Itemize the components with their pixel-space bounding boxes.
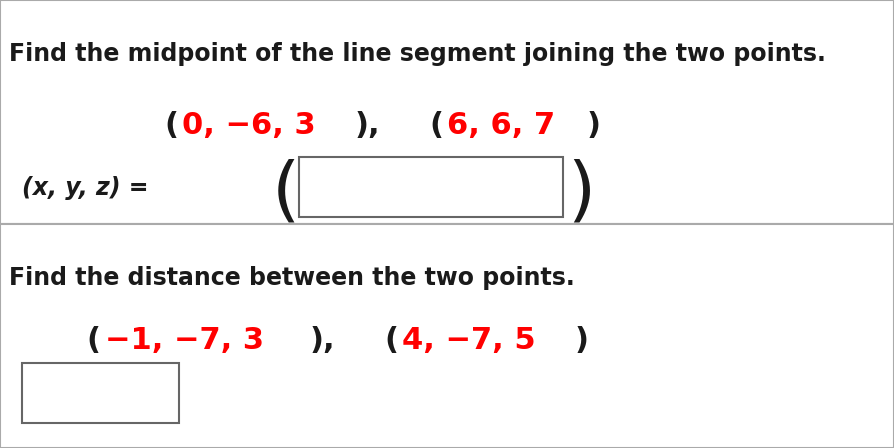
Text: (: ( <box>164 111 178 140</box>
Bar <box>0 0 894 224</box>
Text: ): ) <box>586 111 601 140</box>
Text: ): ) <box>567 158 595 227</box>
Text: −1, −7, 3: −1, −7, 3 <box>105 326 264 355</box>
Text: (: ( <box>87 326 101 355</box>
Text: (x, y, z) =: (x, y, z) = <box>22 176 148 200</box>
Text: 6, 6, 7: 6, 6, 7 <box>447 111 555 140</box>
Text: (: ( <box>429 111 443 140</box>
Text: (: ( <box>384 326 398 355</box>
Text: (: ( <box>272 158 300 227</box>
Bar <box>22 363 179 423</box>
Text: ),: ), <box>355 111 380 140</box>
Text: Find the midpoint of the line segment joining the two points.: Find the midpoint of the line segment jo… <box>9 42 826 66</box>
Text: ): ) <box>575 326 588 355</box>
Bar <box>299 157 563 217</box>
Bar <box>0 224 894 448</box>
Text: 4, −7, 5: 4, −7, 5 <box>402 326 536 355</box>
Text: Find the distance between the two points.: Find the distance between the two points… <box>9 266 575 290</box>
Text: ),: ), <box>310 326 335 355</box>
Text: 0, −6, 3: 0, −6, 3 <box>182 111 316 140</box>
